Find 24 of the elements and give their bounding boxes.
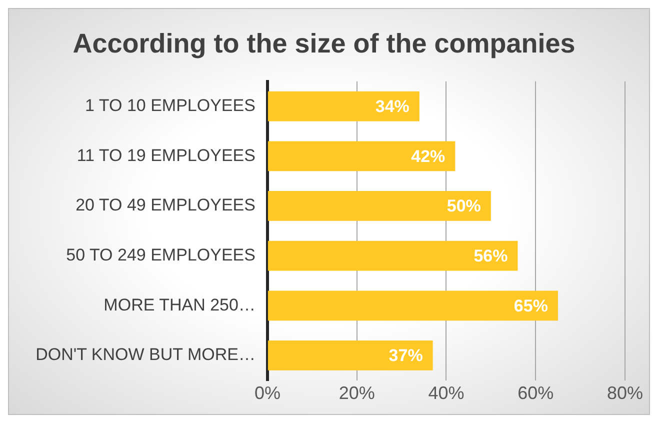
- x-tick-label: 20%: [338, 383, 375, 404]
- x-tick-label: 60%: [518, 383, 554, 404]
- y-tick-label: 20 TO 49 EMPLOYEES: [76, 196, 256, 215]
- bar: [268, 340, 433, 370]
- bar: [268, 91, 420, 122]
- y-tick-label: 1 TO 10 EMPLOYEES: [85, 96, 256, 116]
- data-label: 65%: [514, 296, 548, 316]
- bar: [268, 290, 558, 321]
- x-tick-label: 40%: [428, 383, 464, 404]
- y-tick-label: DON'T KNOW BUT MORE…: [36, 345, 256, 364]
- x-tick-label: 0%: [254, 383, 280, 404]
- y-tick-label: MORE THAN 250…: [104, 295, 256, 314]
- bar: [268, 141, 456, 172]
- data-label: 37%: [388, 346, 423, 366]
- bar: [268, 191, 491, 221]
- bar: [268, 240, 518, 271]
- y-tick-label: 50 TO 249 EMPLOYEES: [66, 246, 256, 265]
- data-label: 56%: [474, 246, 508, 266]
- data-label: 50%: [446, 196, 481, 216]
- data-label: 42%: [411, 146, 446, 166]
- data-label: 34%: [375, 97, 410, 116]
- chart-title: According to the size of the companies: [72, 28, 576, 59]
- y-tick-label: 11 TO 19 EMPLOYEES: [76, 146, 256, 165]
- x-tick-label: 80%: [606, 383, 644, 404]
